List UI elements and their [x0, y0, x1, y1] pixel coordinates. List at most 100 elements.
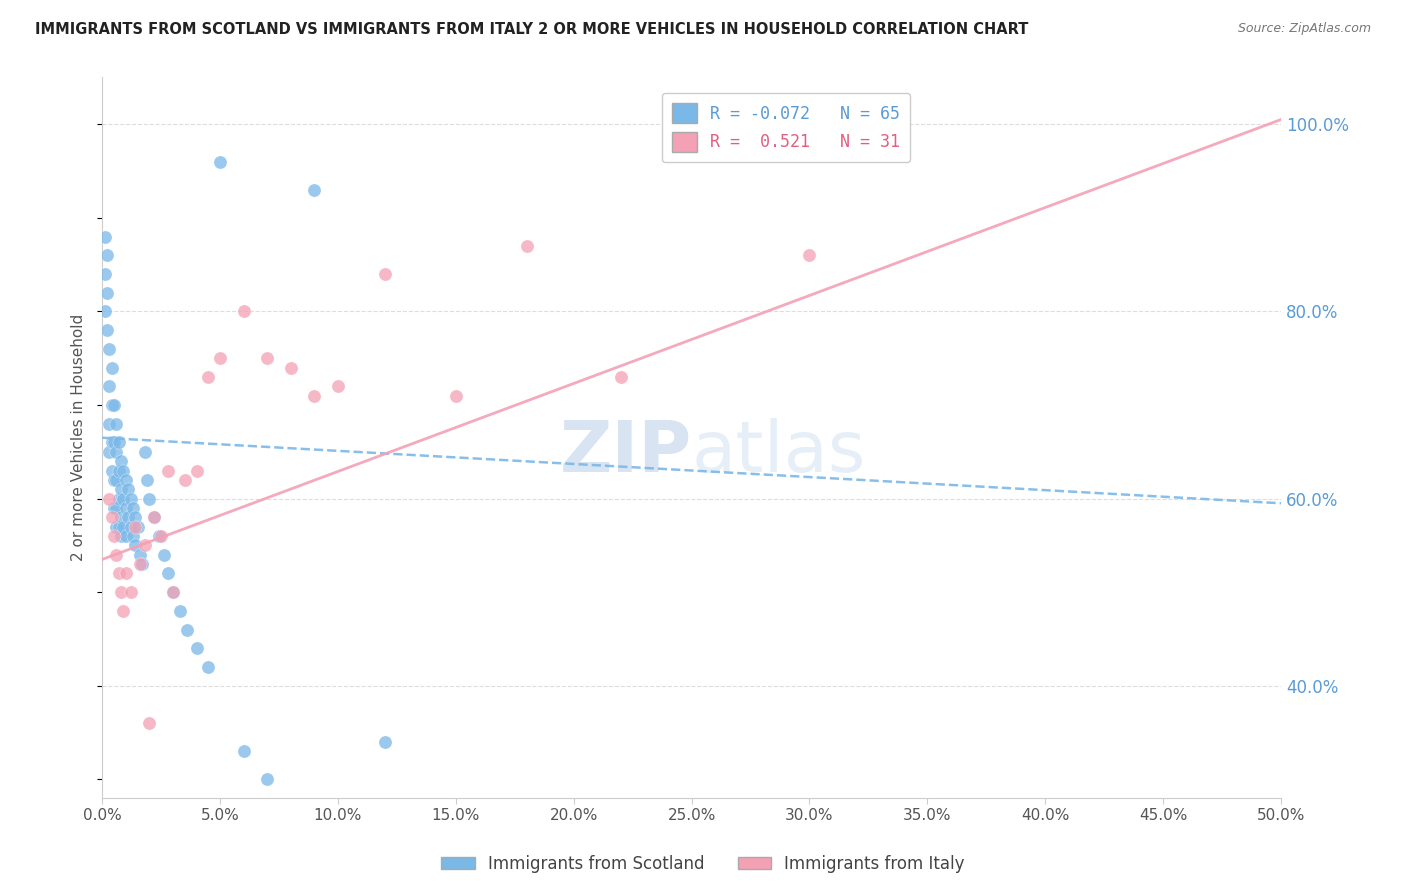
Text: IMMIGRANTS FROM SCOTLAND VS IMMIGRANTS FROM ITALY 2 OR MORE VEHICLES IN HOUSEHOL: IMMIGRANTS FROM SCOTLAND VS IMMIGRANTS F…: [35, 22, 1029, 37]
Point: [162, 585, 184, 599]
Point: [96, 323, 118, 337]
Point: [148, 529, 170, 543]
Point: [100, 435, 122, 450]
Point: [98, 342, 121, 356]
Text: atlas: atlas: [692, 417, 866, 487]
Point: [93, 267, 115, 281]
Point: [186, 463, 208, 477]
Point: [110, 454, 132, 468]
Point: [120, 519, 142, 533]
Point: [112, 463, 135, 477]
Point: [127, 519, 149, 533]
Point: [100, 360, 122, 375]
Point: [114, 500, 136, 515]
Point: [176, 623, 198, 637]
Point: [134, 538, 156, 552]
Point: [103, 500, 125, 515]
Point: [100, 398, 122, 412]
Point: [93, 304, 115, 318]
Point: [98, 491, 121, 506]
Legend: Immigrants from Scotland, Immigrants from Italy: Immigrants from Scotland, Immigrants fro…: [434, 848, 972, 880]
Point: [134, 444, 156, 458]
Point: [374, 267, 396, 281]
Point: [103, 398, 125, 412]
Point: [232, 304, 254, 318]
Point: [124, 538, 146, 552]
Point: [107, 519, 129, 533]
Point: [105, 417, 128, 431]
Point: [121, 529, 143, 543]
Point: [110, 510, 132, 524]
Point: [117, 510, 139, 524]
Text: Source: ZipAtlas.com: Source: ZipAtlas.com: [1237, 22, 1371, 36]
Point: [209, 154, 232, 169]
Point: [121, 500, 143, 515]
Point: [98, 417, 121, 431]
Point: [157, 463, 180, 477]
Point: [138, 491, 160, 506]
Point: [110, 529, 132, 543]
Point: [120, 491, 142, 506]
Point: [129, 548, 152, 562]
Point: [96, 248, 118, 262]
Legend: R = -0.072   N = 65, R =  0.521   N = 31: R = -0.072 N = 65, R = 0.521 N = 31: [662, 93, 910, 162]
Point: [143, 510, 166, 524]
Point: [105, 473, 128, 487]
Point: [114, 529, 136, 543]
Point: [105, 444, 128, 458]
Point: [117, 482, 139, 496]
Point: [256, 351, 278, 366]
Point: [105, 500, 128, 515]
Point: [103, 435, 125, 450]
Point: [107, 463, 129, 477]
Point: [105, 519, 128, 533]
Point: [304, 183, 326, 197]
Point: [280, 360, 302, 375]
Point: [374, 735, 396, 749]
Point: [103, 473, 125, 487]
Point: [152, 548, 174, 562]
Point: [107, 435, 129, 450]
Point: [799, 248, 821, 262]
Point: [110, 585, 132, 599]
Point: [107, 491, 129, 506]
Point: [516, 239, 538, 253]
Point: [131, 557, 153, 571]
Point: [232, 744, 254, 758]
Point: [107, 566, 129, 581]
Point: [100, 510, 122, 524]
Point: [197, 370, 219, 384]
Point: [209, 351, 232, 366]
Point: [120, 585, 142, 599]
Point: [444, 389, 467, 403]
Point: [157, 566, 180, 581]
Point: [169, 604, 191, 618]
Point: [98, 444, 121, 458]
Point: [197, 660, 219, 674]
Point: [96, 285, 118, 300]
Point: [103, 529, 125, 543]
Point: [129, 557, 152, 571]
Point: [93, 229, 115, 244]
Point: [256, 772, 278, 787]
Point: [112, 491, 135, 506]
Point: [150, 529, 173, 543]
Point: [304, 389, 326, 403]
Point: [114, 473, 136, 487]
Y-axis label: 2 or more Vehicles in Household: 2 or more Vehicles in Household: [72, 314, 86, 561]
Point: [143, 510, 166, 524]
Point: [136, 473, 159, 487]
Point: [112, 604, 135, 618]
Point: [112, 519, 135, 533]
Point: [124, 519, 146, 533]
Point: [326, 379, 349, 393]
Point: [610, 370, 633, 384]
Point: [105, 548, 128, 562]
Point: [186, 641, 208, 656]
Point: [138, 716, 160, 731]
Point: [162, 585, 184, 599]
Point: [124, 510, 146, 524]
Point: [114, 566, 136, 581]
Point: [110, 482, 132, 496]
Point: [173, 473, 195, 487]
